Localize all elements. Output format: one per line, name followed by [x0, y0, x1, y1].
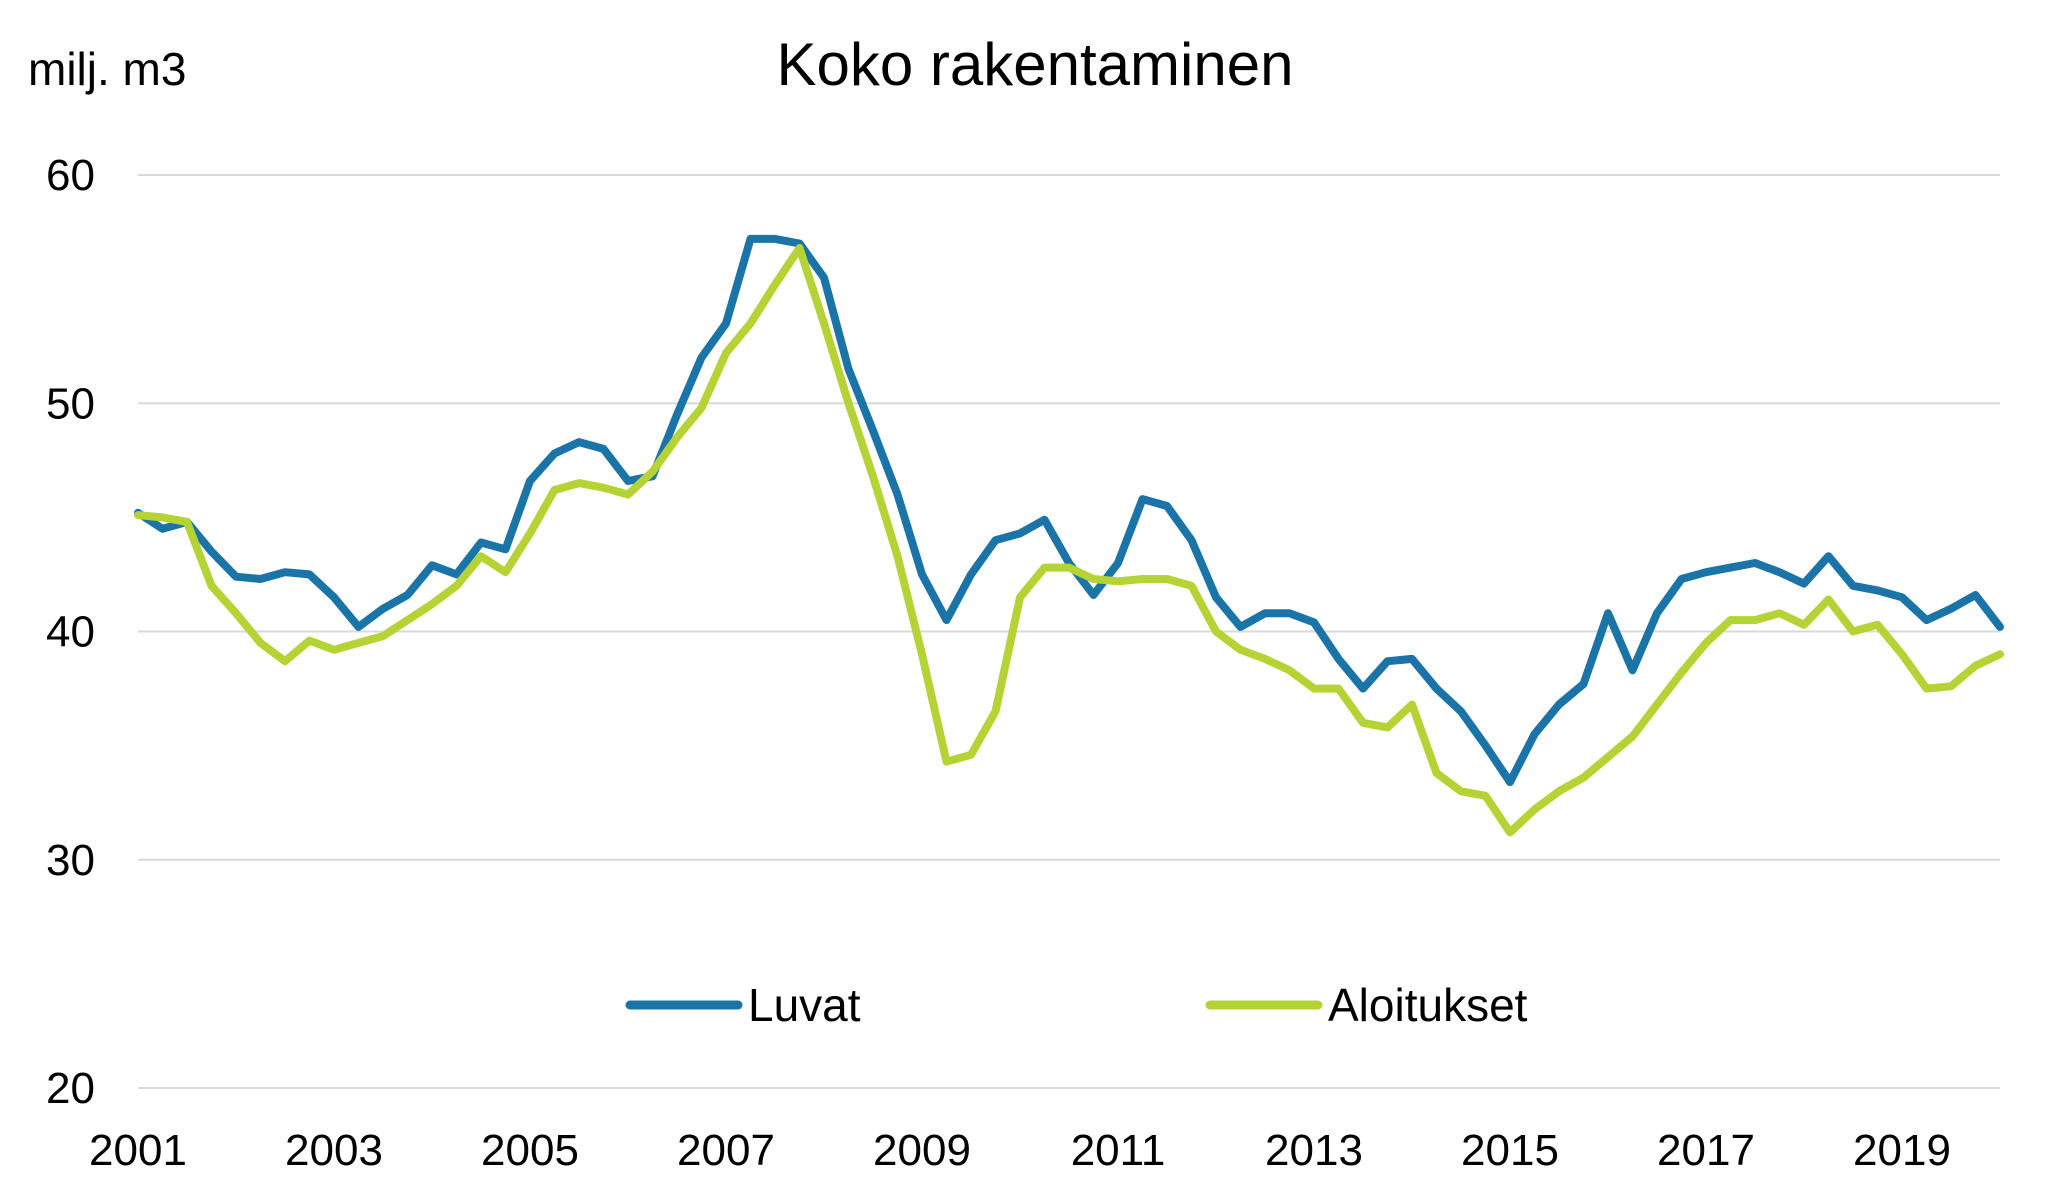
x-tick-label: 2013 — [1265, 1126, 1363, 1175]
x-axis-ticks: 2001 2003 2005 2007 2009 2011 2013 2015 2017 2019 — [89, 1126, 1951, 1175]
x-tick-label: 2001 — [89, 1126, 187, 1175]
legend: Luvat Aloitukset — [625, 979, 1528, 1031]
y-tick-label: 30 — [46, 836, 95, 885]
y-tick-label: 60 — [46, 151, 95, 200]
chart-title: Koko rakentaminen — [777, 31, 1294, 98]
x-tick-label: 2019 — [1853, 1126, 1951, 1175]
gridlines — [138, 174, 2000, 1089]
x-tick-label: 2003 — [285, 1126, 383, 1175]
x-tick-label: 2007 — [677, 1126, 775, 1175]
y-tick-label: 20 — [46, 1064, 95, 1113]
legend-label-luvat: Luvat — [748, 979, 861, 1031]
x-tick-label: 2005 — [481, 1126, 579, 1175]
x-tick-label: 2009 — [873, 1126, 971, 1175]
series-line-aloitukset — [134, 244, 2004, 837]
y-axis-unit-label: milj. m3 — [28, 43, 186, 95]
legend-label-aloitukset: Aloitukset — [1328, 979, 1528, 1031]
x-tick-label: 2017 — [1657, 1126, 1755, 1175]
series-line-luvat — [134, 234, 2004, 787]
x-tick-label: 2011 — [1071, 1126, 1166, 1175]
series-lines — [134, 234, 2004, 837]
x-tick-label: 2015 — [1461, 1126, 1559, 1175]
y-tick-label: 50 — [46, 379, 95, 428]
y-tick-label: 40 — [46, 608, 95, 657]
y-axis-ticks: 20 30 40 50 60 — [46, 151, 95, 1113]
